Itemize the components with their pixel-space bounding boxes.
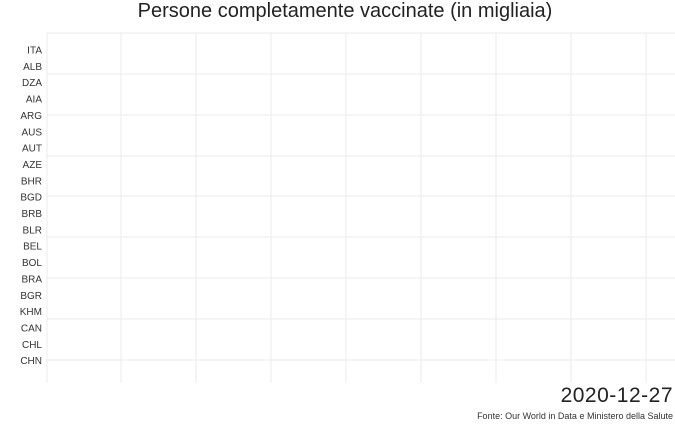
category-label-dza: DZA bbox=[22, 78, 42, 89]
category-label-aut: AUT bbox=[22, 144, 42, 155]
date-stamp: 2020-12-27 bbox=[560, 384, 673, 407]
category-label-brb: BRB bbox=[21, 209, 42, 220]
category-label-bol: BOL bbox=[22, 258, 42, 269]
category-labels: ITA ALB DZA AIA ARG AUS AUT AZE BHR BGD BRB BLR BEL B… bbox=[20, 46, 43, 368]
category-label-can: CAN bbox=[21, 323, 42, 334]
grid-lines bbox=[46, 32, 675, 383]
category-label-alb: ALB bbox=[23, 62, 42, 73]
chart-title: Persone completamente vaccinate (in migl… bbox=[137, 0, 553, 22]
category-label-bgd: BGD bbox=[20, 193, 42, 204]
category-label-arg: ARG bbox=[20, 111, 42, 122]
category-label-bra: BRA bbox=[21, 274, 42, 285]
category-label-bgr: BGR bbox=[20, 291, 42, 302]
category-label-aus: AUS bbox=[21, 127, 42, 138]
category-label-bel: BEL bbox=[23, 242, 42, 253]
category-label-aze: AZE bbox=[23, 160, 43, 171]
category-label-ita: ITA bbox=[27, 46, 42, 57]
category-label-khm: KHM bbox=[20, 307, 42, 318]
category-label-aia: AIA bbox=[26, 95, 42, 106]
category-label-blr: BLR bbox=[23, 225, 42, 236]
category-label-chl: CHL bbox=[22, 340, 42, 351]
source-note: Fonte: Our World in Data e Ministero del… bbox=[477, 411, 673, 421]
category-label-chn: CHN bbox=[20, 356, 42, 367]
category-label-bhr: BHR bbox=[21, 176, 42, 187]
